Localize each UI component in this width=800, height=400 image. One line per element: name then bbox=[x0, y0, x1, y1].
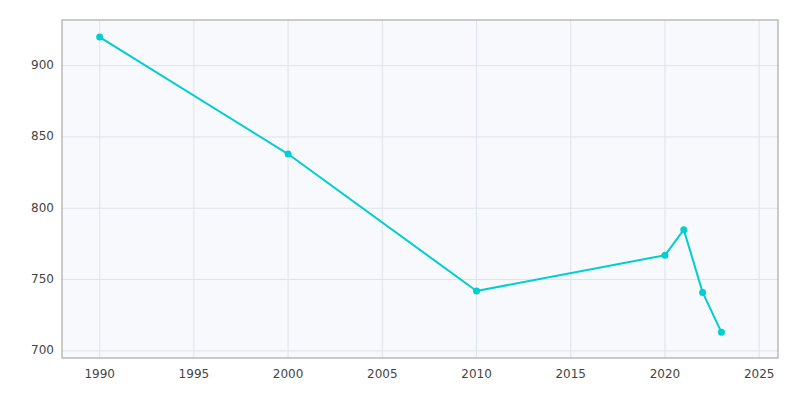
tick-label: 2025 bbox=[744, 367, 775, 381]
tick-label: 2010 bbox=[461, 367, 492, 381]
marker bbox=[718, 329, 725, 336]
marker bbox=[699, 289, 706, 296]
tick-label: 850 bbox=[31, 129, 54, 143]
grid-line bbox=[288, 20, 289, 358]
grid-line bbox=[62, 208, 778, 209]
grid-line bbox=[62, 136, 778, 137]
tick-label: 1990 bbox=[84, 367, 115, 381]
tick-label: 2005 bbox=[367, 367, 398, 381]
grid-line bbox=[382, 20, 383, 358]
plot-area bbox=[62, 20, 778, 358]
tick-label: 900 bbox=[31, 58, 54, 72]
tick-label: 1995 bbox=[179, 367, 210, 381]
marker bbox=[96, 34, 103, 41]
tick-label: 750 bbox=[31, 272, 54, 286]
series bbox=[96, 34, 725, 336]
line bbox=[100, 37, 722, 332]
tick-label: 2020 bbox=[650, 367, 681, 381]
grid-line bbox=[570, 20, 571, 358]
marker bbox=[661, 252, 668, 259]
tick-label: 700 bbox=[31, 343, 54, 357]
grid-line bbox=[759, 20, 760, 358]
marker bbox=[473, 287, 480, 294]
grid-line bbox=[62, 279, 778, 280]
marker bbox=[285, 151, 292, 158]
marker bbox=[680, 226, 687, 233]
grid-line bbox=[62, 65, 778, 66]
grid bbox=[62, 20, 778, 358]
grid-line bbox=[193, 20, 194, 358]
tick-label: 800 bbox=[31, 201, 54, 215]
grid-line bbox=[62, 350, 778, 351]
plot-frame bbox=[62, 20, 778, 358]
chart: 700 750 800 850 900 1990 1995 2000 2005 2010 2015 2… bbox=[0, 0, 800, 400]
grid-line bbox=[476, 20, 477, 358]
tick-label: 2015 bbox=[555, 367, 586, 381]
tick-label: 2000 bbox=[273, 367, 304, 381]
grid-line bbox=[664, 20, 665, 358]
grid-line bbox=[99, 20, 100, 358]
